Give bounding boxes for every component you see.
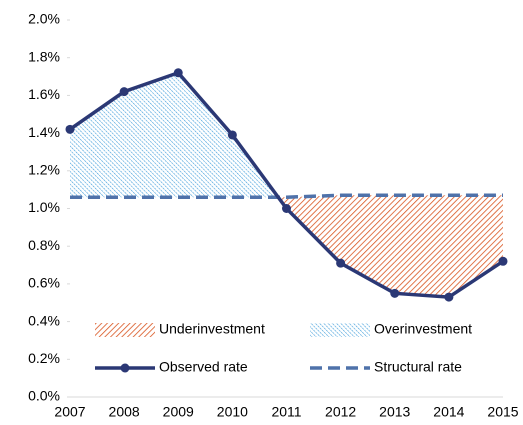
x-tick-label: 2013: [379, 404, 410, 420]
point: [119, 87, 129, 97]
y-tick-label: 0.8%: [28, 237, 60, 253]
x-tick-label: 2008: [109, 404, 140, 420]
gap-fill: [448, 195, 503, 298]
gap-fill: [124, 72, 179, 198]
point: [282, 204, 291, 213]
y-tick-label: 2.0%: [28, 11, 60, 27]
gap-fill: [178, 72, 233, 198]
point: [227, 130, 237, 140]
y-tick-label: 1.6%: [28, 86, 60, 102]
x-tick-label: 2012: [325, 404, 356, 420]
point: [444, 292, 454, 302]
y-tick-label: 1.0%: [28, 199, 60, 215]
point: [390, 288, 400, 298]
legend-label: Underinvestment: [159, 321, 265, 337]
y-tick-label: 1.2%: [28, 162, 60, 178]
y-tick-label: 0.2%: [28, 350, 60, 366]
legend-swatch: [120, 363, 130, 373]
legend-label: Overinvestment: [374, 321, 472, 337]
gap-fill: [70, 91, 125, 198]
x-tick-label: 2011: [271, 404, 301, 420]
x-tick-label: 2007: [54, 404, 85, 420]
x-tick-label: 2010: [217, 404, 248, 420]
x-tick-label: 2014: [433, 404, 464, 420]
y-tick-label: 1.4%: [28, 124, 60, 140]
point: [336, 258, 346, 268]
y-tick-label: 1.8%: [28, 48, 60, 64]
legend-label: Structural rate: [374, 359, 462, 375]
legend-label: Observed rate: [159, 359, 248, 375]
x-tick-label: 2009: [163, 404, 194, 420]
legend-swatch: [95, 323, 155, 337]
x-tick-label: 2015: [487, 404, 518, 420]
point: [65, 124, 75, 134]
y-tick-label: 0.6%: [28, 275, 60, 291]
point: [498, 256, 508, 266]
legend-swatch: [310, 323, 370, 337]
gap-fill: [286, 195, 341, 264]
series-line: [70, 193, 503, 199]
y-tick-label: 0.4%: [28, 312, 60, 328]
y-tick-label: 0.0%: [28, 388, 60, 404]
gap-fill: [394, 195, 449, 298]
point: [173, 68, 183, 78]
